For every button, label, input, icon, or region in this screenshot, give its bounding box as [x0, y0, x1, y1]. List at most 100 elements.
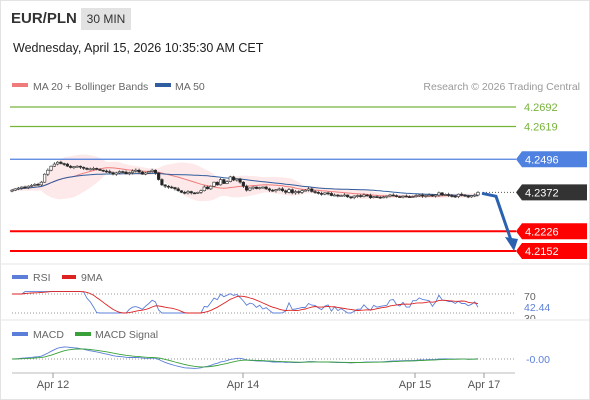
- candle-body: [401, 195, 405, 198]
- candle-body: [443, 194, 448, 196]
- candle-body: [430, 194, 434, 197]
- candle-body: [160, 179, 164, 186]
- macd-line: [11, 346, 479, 369]
- support-2-label: 4.2152: [525, 246, 559, 258]
- candle-body: [303, 189, 307, 192]
- candle-body: [349, 196, 353, 199]
- candle-body: [85, 168, 89, 170]
- candle-body: [215, 181, 219, 186]
- candle-body: [209, 185, 213, 190]
- resistance-1-label: 4.2692: [524, 102, 558, 114]
- candle-body: [293, 191, 298, 194]
- candle-body: [407, 196, 412, 198]
- candle-body: [26, 185, 30, 188]
- candle-body: [362, 194, 366, 197]
- ma20-line: [11, 167, 479, 198]
- candle-body: [202, 186, 206, 192]
- ma20-legend-label: MA 20 + Bollinger Bands: [33, 81, 148, 93]
- candle-body: [10, 189, 14, 192]
- candle-body: [173, 187, 177, 190]
- candle-body: [192, 192, 197, 195]
- last-price-tag: [516, 184, 587, 201]
- candle-body: [368, 195, 373, 198]
- ma20-legend-swatch: [12, 83, 28, 87]
- candle-body: [346, 194, 350, 198]
- candle-body: [124, 171, 128, 174]
- candle-body: [157, 172, 161, 180]
- macd-value-label: -0.00: [526, 354, 550, 366]
- candle-body: [52, 163, 56, 167]
- candle-body: [91, 168, 96, 170]
- candle-body: [284, 190, 288, 193]
- rsi-legend-label: RSI: [33, 272, 51, 284]
- candle-body: [316, 192, 320, 194]
- rsi-hidden-level-label: 30: [524, 313, 536, 325]
- timeframe-button[interactable]: 30 MIN: [81, 8, 131, 30]
- candle-body: [381, 196, 386, 199]
- candle-body: [88, 168, 92, 171]
- x-tick-label: Apr 12: [37, 379, 69, 391]
- resistance-2-label: 4.2619: [524, 121, 558, 133]
- candle-body: [98, 169, 102, 171]
- candle-body: [153, 169, 157, 174]
- candle-body: [140, 171, 144, 175]
- candle-body: [101, 169, 105, 172]
- timestamp: Wednesday, April 15, 2026 10:35:30 AM CE…: [13, 41, 264, 55]
- candle-body: [75, 165, 79, 168]
- support-1-tag: [516, 223, 587, 240]
- bollinger-band-fill: [12, 154, 478, 202]
- candle-body: [46, 169, 50, 175]
- candle-body: [235, 178, 239, 181]
- candle-body: [248, 187, 252, 191]
- support-2-tag: [516, 243, 587, 259]
- candle-body: [261, 186, 265, 189]
- candle-body: [108, 171, 112, 173]
- candle-body: [427, 194, 431, 197]
- candle-body: [42, 173, 47, 183]
- bollinger-band: [12, 154, 478, 202]
- candle-body: [352, 195, 356, 198]
- candle-body: [437, 192, 441, 196]
- candle-body: [65, 163, 69, 167]
- rsi-line: [12, 291, 479, 314]
- candle-body: [417, 194, 421, 197]
- candle-body: [39, 181, 43, 186]
- candle-body: [114, 172, 118, 175]
- x-tick-label: Apr 15: [399, 379, 431, 391]
- candle-body: [342, 194, 346, 197]
- candle-body: [450, 195, 454, 197]
- candle-body: [306, 188, 311, 191]
- rsi-value-label: 42.44: [524, 302, 550, 314]
- rsi-level-label: 70: [524, 291, 536, 303]
- candle-body: [72, 166, 76, 169]
- candle-body: [434, 194, 438, 197]
- rsi-ma-legend-swatch: [62, 275, 76, 279]
- candle-body: [375, 196, 379, 198]
- candle-body: [241, 181, 245, 187]
- candle-body: [95, 168, 99, 170]
- resistance-3-label: 4.2496: [525, 154, 559, 166]
- candle-body: [238, 178, 242, 183]
- macd-signal-legend-swatch: [75, 332, 91, 336]
- candle-body: [176, 188, 180, 192]
- candle-body: [196, 192, 200, 194]
- candle-body: [212, 181, 216, 187]
- candle-body: [424, 195, 428, 197]
- candle-body: [189, 191, 193, 194]
- rsi-ma-line: [12, 291, 479, 314]
- candle-body: [385, 195, 389, 198]
- candle-body: [333, 194, 337, 197]
- candle-body: [391, 194, 395, 197]
- candle-body: [404, 195, 408, 198]
- candle-body: [104, 170, 109, 173]
- candle-body: [186, 191, 190, 194]
- candle-body: [329, 193, 333, 196]
- candles: [10, 160, 480, 200]
- forecast-arrow-line: [481, 191, 514, 244]
- candle-body: [319, 193, 324, 195]
- candle-body: [170, 186, 174, 189]
- candle-body: [264, 186, 268, 190]
- moving-averages: [11, 167, 479, 198]
- candle-body: [127, 172, 131, 174]
- candle-body: [218, 179, 223, 186]
